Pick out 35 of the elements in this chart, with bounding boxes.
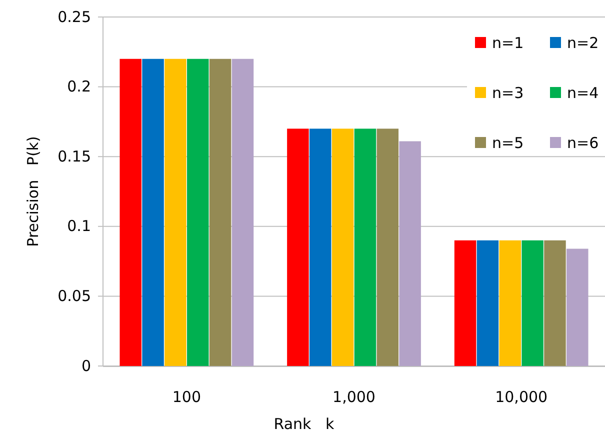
legend-label: n=2 xyxy=(567,34,599,52)
bar xyxy=(566,248,588,366)
y-tick-label: 0.15 xyxy=(58,147,91,166)
bar xyxy=(309,128,332,366)
bar xyxy=(232,58,254,366)
bar xyxy=(142,58,164,366)
y-tick-label: 0.1 xyxy=(67,217,91,236)
bar xyxy=(399,141,421,366)
legend-label: n=5 xyxy=(492,134,524,152)
x-tick-label: 10,000 xyxy=(495,388,548,406)
bar xyxy=(376,128,399,366)
bar xyxy=(454,240,476,366)
legend-label: n=4 xyxy=(567,84,599,102)
bar xyxy=(287,128,309,366)
legend-label: n=1 xyxy=(492,34,524,52)
bar xyxy=(187,58,209,366)
legend-label: n=3 xyxy=(492,84,524,102)
y-tick-label: 0.2 xyxy=(67,78,91,96)
legend-label: n=6 xyxy=(567,134,599,152)
bar xyxy=(522,240,544,366)
bar xyxy=(164,58,186,366)
y-tick-label: 0 xyxy=(81,356,91,375)
bar xyxy=(476,240,499,366)
bar xyxy=(332,128,354,366)
y-axis-title: Precision P(k) xyxy=(24,136,42,247)
bar xyxy=(499,240,521,366)
y-tick-label: 0.25 xyxy=(58,8,91,26)
x-axis-title: Rank k xyxy=(274,415,335,433)
bar xyxy=(120,58,142,366)
x-tick-label: 1,000 xyxy=(332,388,376,406)
y-tick-label: 0.05 xyxy=(58,287,91,305)
bar xyxy=(354,128,376,366)
bar xyxy=(544,240,566,366)
x-tick-label: 100 xyxy=(172,388,201,406)
bar xyxy=(209,58,232,366)
